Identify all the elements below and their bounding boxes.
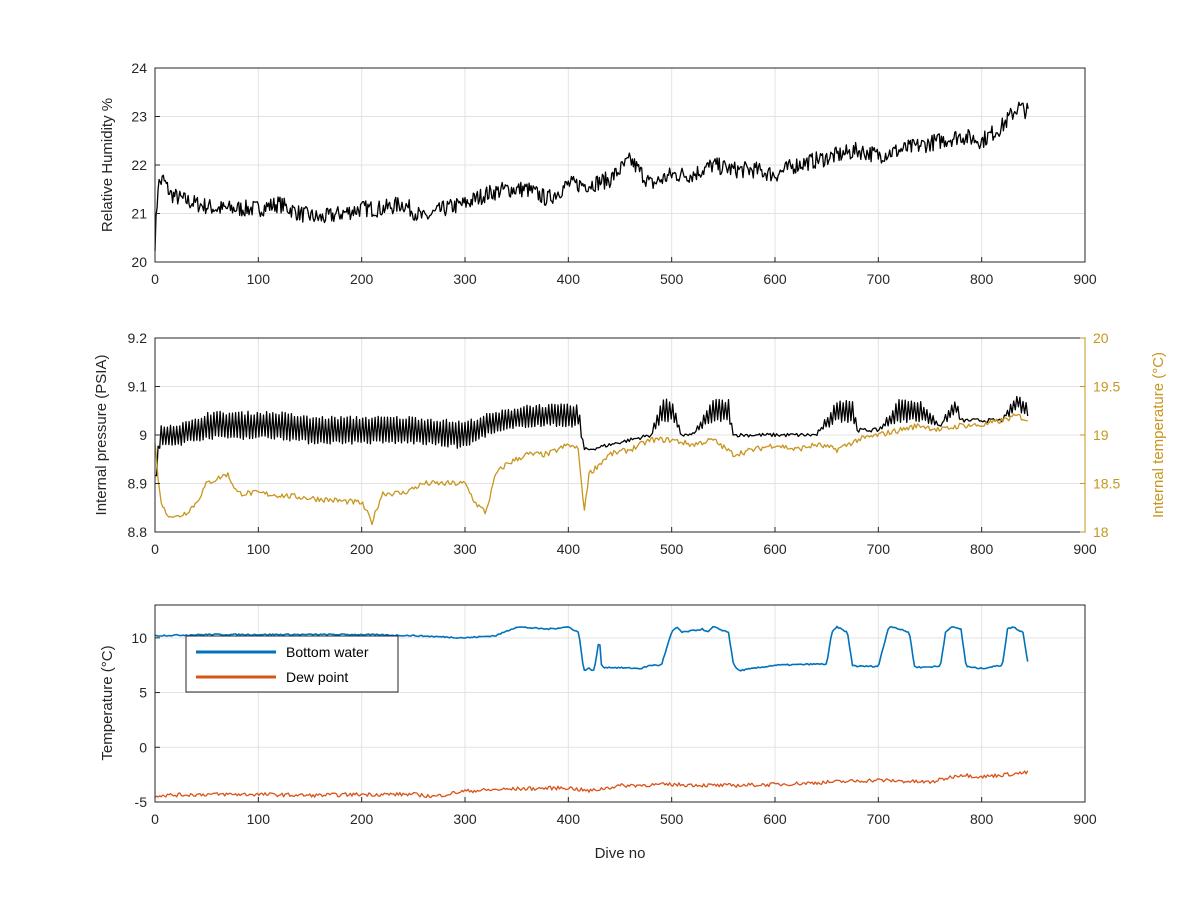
humidity-y-tick-label: 24 — [131, 60, 147, 76]
pressure-x-tick-label: 600 — [763, 541, 787, 557]
pressure-x-ticks: 0 100 200 300 400 500 600 700 800 900 — [151, 527, 1097, 557]
humidity-x-tick-label: 200 — [350, 271, 374, 287]
bottom-water-line — [154, 625, 1029, 672]
temperature-x-ticks: 0 100 200 300 400 500 600 700 800 900 — [151, 797, 1097, 827]
humidity-data — [154, 101, 1029, 252]
humidity-x-ticks: 0 100 200 300 400 500 600 700 800 900 — [151, 257, 1097, 287]
humidity-y-tick-label: 21 — [131, 206, 147, 222]
humidity-y-tick-label: 23 — [131, 109, 147, 125]
temperature-right-ticks: 18 18.5 19 19.5 20 — [1080, 330, 1120, 540]
humidity-x-tick-label: 600 — [763, 271, 787, 287]
pressure-y-tick-label: 8.8 — [128, 524, 148, 540]
temperature-x-tick-label: 0 — [151, 811, 159, 827]
pressure-temperature-data — [154, 395, 1029, 526]
pressure-x-tick-label: 700 — [867, 541, 891, 557]
pressure-x-tick-label: 100 — [247, 541, 271, 557]
legend-box — [185, 635, 399, 693]
pressure-x-tick-label: 300 — [453, 541, 477, 557]
temperature-x-tick-label: 400 — [557, 811, 581, 827]
pressure-temperature-chart: 0 100 200 300 400 500 600 700 800 900 8.8 8.9 9 9.1 9… — [93, 330, 1167, 557]
humidity-x-tick-label: 0 — [151, 271, 159, 287]
pressure-x-tick-label: 900 — [1073, 541, 1097, 557]
x-axis-label: Dive no — [595, 845, 646, 862]
humidity-x-tick-label: 700 — [867, 271, 891, 287]
temperature-y-tick-label: 0 — [139, 739, 147, 755]
humidity-y-tick-label: 20 — [131, 254, 147, 270]
temperature-x-tick-label: 900 — [1073, 811, 1097, 827]
pressure-series-0-line — [154, 395, 1029, 477]
pressure-x-tick-label: 400 — [557, 541, 581, 557]
temperature-right-tick-label: 20 — [1093, 330, 1109, 346]
humidity-x-tick-label: 300 — [453, 271, 477, 287]
temperature-y-tick-label: 5 — [139, 685, 147, 701]
temperature-right-tick-label: 18.5 — [1093, 476, 1120, 492]
pressure-y-tick-label: 9.2 — [128, 330, 148, 346]
humidity-x-tick-label: 100 — [247, 271, 271, 287]
dew-point-line — [154, 770, 1029, 799]
pressure-x-tick-label: 800 — [970, 541, 994, 557]
pressure-y-tick-label: 8.9 — [128, 476, 148, 492]
humidity-y-ticks: 20 21 22 23 24 — [131, 60, 160, 270]
pressure-y-label: Internal pressure (PSIA) — [93, 355, 110, 516]
temperature-data — [154, 625, 1029, 799]
humidity-series-0-line — [154, 101, 1029, 252]
pressure-x-tick-label: 200 — [350, 541, 374, 557]
temperature-right-label: Internal temperature (°C) — [1150, 352, 1167, 518]
temperature-x-tick-label: 600 — [763, 811, 787, 827]
humidity-chart: 0 100 200 300 400 500 600 700 800 900 2021222324 … — [99, 60, 1097, 287]
temperature-x-tick-label: 700 — [867, 811, 891, 827]
humidity-y-tick-label: 22 — [131, 157, 147, 173]
pressure-series-1-line — [154, 413, 1028, 526]
legend: Bottom water Dew point — [185, 635, 399, 693]
temperature-x-tick-label: 200 — [350, 811, 374, 827]
humidity-x-tick-label: 400 — [557, 271, 581, 287]
pressure-x-tick-label: 500 — [660, 541, 684, 557]
temperature-x-tick-label: 100 — [247, 811, 271, 827]
temperature-y-tick-label: -5 — [135, 794, 148, 810]
temperature-x-tick-label: 800 — [970, 811, 994, 827]
temperature-right-tick-label: 18 — [1093, 524, 1109, 540]
pressure-x-tick-label: 0 — [151, 541, 159, 557]
temperature-x-tick-label: 300 — [453, 811, 477, 827]
humidity-x-tick-label: 500 — [660, 271, 684, 287]
temperature-x-tick-label: 500 — [660, 811, 684, 827]
temperature-right-tick-label: 19 — [1093, 427, 1109, 443]
pressure-y-ticks: 8.8 8.9 9 9.1 9.2 — [128, 330, 160, 540]
temperature-right-tick-label: 19.5 — [1093, 379, 1120, 395]
temperature-y-ticks: -5 0 5 10 — [131, 630, 160, 810]
humidity-x-tick-label: 900 — [1073, 271, 1097, 287]
legend-label-dew-point: Dew point — [286, 669, 348, 685]
humidity-y-label: Relative Humidity % — [99, 98, 116, 232]
humidity-x-tick-label: 800 — [970, 271, 994, 287]
temperature-y-tick-label: 10 — [131, 630, 147, 646]
legend-label-bottom-water: Bottom water — [286, 644, 369, 660]
temperature-y-label: Temperature (°C) — [99, 645, 116, 760]
pressure-y-tick-label: 9 — [139, 427, 147, 443]
pressure-y-tick-label: 9.1 — [128, 379, 148, 395]
